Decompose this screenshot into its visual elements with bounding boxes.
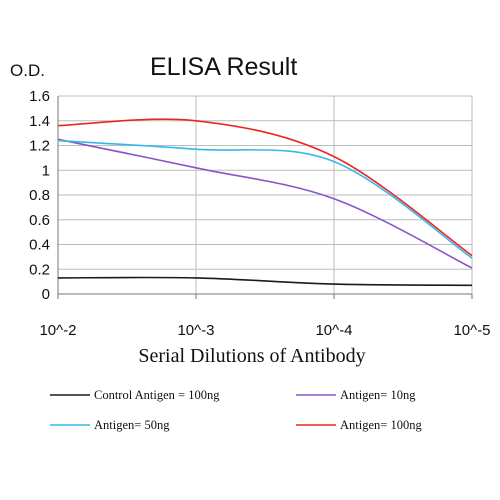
y-tick-label: 1.2 [29, 138, 50, 155]
x-tick-label: 10^-4 [315, 322, 352, 339]
series-line-antigen-100ng [57, 118, 473, 257]
legend-label: Antigen= 100ng [340, 418, 422, 432]
x-axis-title: Serial Dilutions of Antibody [138, 345, 365, 367]
y-tick-label: 0.2 [29, 261, 50, 278]
chart-title: ELISA Result [150, 53, 297, 81]
y-tick-label: 0.4 [29, 237, 50, 254]
y-tick-label: 1.4 [29, 113, 50, 130]
legend-label: Antigen= 50ng [94, 418, 170, 432]
series-line-control-antigen-100ng [57, 276, 473, 287]
series-line-antigen-50ng [57, 139, 473, 259]
y-tick-label: 1.6 [29, 88, 50, 105]
y-axis-title: O.D. [10, 61, 45, 80]
y-tick-label: 1 [42, 162, 50, 179]
legend-label: Control Antigen = 100ng [94, 388, 220, 402]
legend: Control Antigen = 100ng Antigen= 10ng Anti… [50, 388, 422, 432]
y-tick-label: 0.6 [29, 212, 50, 229]
x-tick-label: 10^-2 [39, 322, 76, 339]
plot-area: 0 0.2 0.4 0.6 0.8 1 1.2 1.4 1.6 10^-2 10^-3 10^-4 10… [29, 88, 490, 339]
x-tick-label: 10^-5 [453, 322, 490, 339]
legend-label: Antigen= 10ng [340, 388, 416, 402]
x-tick-label: 10^-3 [177, 322, 214, 339]
y-tick-label: 0 [42, 286, 50, 303]
y-tick-label: 0.8 [29, 187, 50, 204]
series-line-antigen-10ng [57, 138, 473, 269]
